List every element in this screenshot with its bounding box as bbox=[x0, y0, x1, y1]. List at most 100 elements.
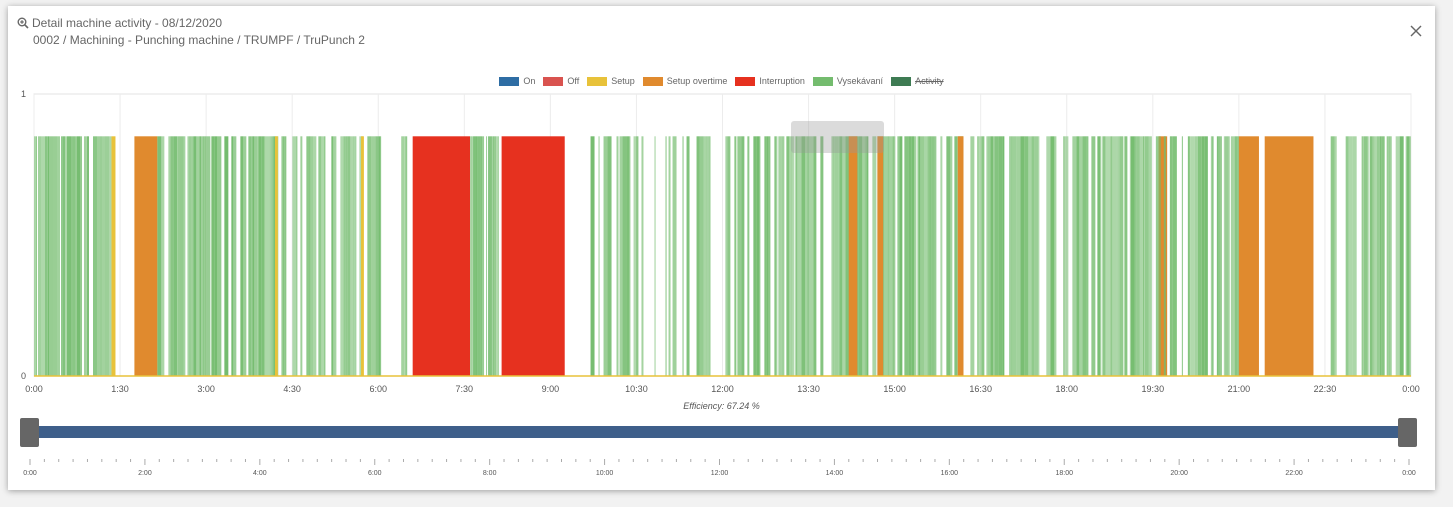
activity-bar bbox=[1216, 136, 1219, 376]
activity-bar bbox=[774, 136, 777, 376]
activity-bar bbox=[71, 136, 73, 376]
activity-bar bbox=[1223, 136, 1225, 376]
activity-bar bbox=[488, 136, 492, 376]
activity-bar bbox=[61, 136, 63, 376]
activity-bar bbox=[345, 136, 348, 376]
activity-bar bbox=[296, 136, 298, 376]
activity-bar bbox=[1374, 136, 1377, 376]
activity-bar bbox=[76, 136, 77, 376]
activity-bar bbox=[269, 136, 271, 376]
activity-bar bbox=[318, 136, 322, 376]
activity-bar bbox=[1009, 136, 1011, 376]
activity-bar bbox=[1076, 136, 1080, 376]
x-tick-label: 22:30 bbox=[1314, 384, 1337, 394]
activity-bar bbox=[1100, 136, 1102, 376]
activity-bar bbox=[1372, 136, 1375, 376]
legend-swatch bbox=[587, 76, 608, 86]
activity-bar bbox=[954, 136, 958, 376]
activity-bar bbox=[1110, 136, 1113, 376]
activity-bar bbox=[696, 136, 700, 376]
activity-bar bbox=[813, 136, 817, 376]
activity-bar bbox=[309, 136, 311, 376]
activity-bar bbox=[1210, 136, 1212, 376]
activity-bar bbox=[726, 136, 728, 376]
legend-item-on[interactable]: On bbox=[499, 76, 535, 86]
legend-item-vysek-van-[interactable]: Vysekávaní bbox=[812, 76, 883, 86]
activity-bar bbox=[321, 136, 325, 376]
activity-bar bbox=[1406, 136, 1410, 376]
activity-bar bbox=[703, 136, 706, 376]
range-slider-left-handle[interactable] bbox=[20, 418, 39, 447]
activity-bar bbox=[310, 136, 314, 376]
activity-bar bbox=[475, 136, 478, 376]
legend-swatch bbox=[543, 76, 564, 86]
activity-bar bbox=[191, 136, 193, 376]
activity-bar bbox=[192, 136, 194, 376]
activity-bar bbox=[284, 136, 287, 376]
range-slider-right-handle[interactable] bbox=[1398, 418, 1417, 447]
activity-bar bbox=[1055, 136, 1057, 376]
activity-bar bbox=[214, 136, 218, 376]
activity-bar bbox=[380, 136, 382, 376]
legend-item-interruption[interactable]: Interruption bbox=[735, 76, 805, 86]
activity-bar bbox=[480, 136, 483, 376]
activity-bar bbox=[708, 136, 711, 376]
navigator-tick-label: 10:00 bbox=[596, 470, 614, 477]
activity-bar bbox=[665, 136, 667, 376]
range-slider-track[interactable] bbox=[35, 426, 1409, 438]
x-tick-label: 21:00 bbox=[1228, 384, 1251, 394]
activity-bar bbox=[196, 136, 200, 376]
activity-bar bbox=[48, 136, 49, 376]
x-tick-label: 0:00 bbox=[1402, 384, 1420, 394]
legend-item-setup-overtime[interactable]: Setup overtime bbox=[642, 76, 728, 86]
activity-bar-setup-overtime bbox=[1238, 136, 1259, 376]
legend-swatch bbox=[499, 76, 520, 86]
legend-item-off[interactable]: Off bbox=[543, 76, 579, 86]
activity-bar bbox=[86, 136, 87, 376]
activity-bar-setup bbox=[361, 136, 364, 376]
legend-item-activity[interactable]: Activity bbox=[891, 76, 944, 86]
activity-bar bbox=[747, 136, 750, 376]
activity-bar bbox=[892, 136, 895, 376]
x-tick-label: 18:00 bbox=[1055, 384, 1078, 394]
activity-bar bbox=[616, 136, 618, 376]
activity-bar bbox=[908, 136, 912, 376]
activity-bar bbox=[1220, 136, 1222, 376]
activity-bar bbox=[734, 136, 737, 376]
activity-bar bbox=[470, 136, 472, 376]
close-icon[interactable] bbox=[1409, 24, 1423, 38]
activity-bar bbox=[1187, 136, 1190, 376]
activity-bar bbox=[1388, 136, 1391, 376]
activity-bar bbox=[1228, 136, 1230, 376]
activity-bar bbox=[265, 136, 270, 376]
activity-bar bbox=[161, 136, 165, 376]
activity-bar-group bbox=[725, 136, 1128, 376]
legend-label: Setup overtime bbox=[666, 76, 728, 86]
activity-bar bbox=[832, 136, 835, 376]
activity-bar bbox=[791, 136, 793, 376]
activity-bar bbox=[998, 136, 1003, 376]
activity-bar bbox=[795, 136, 798, 376]
legend-item-setup[interactable]: Setup bbox=[587, 76, 635, 86]
activity-bar bbox=[994, 136, 999, 376]
activity-bar bbox=[778, 136, 782, 376]
activity-bar bbox=[1352, 136, 1357, 376]
activity-bar bbox=[243, 136, 247, 376]
navigator-tick-label: 20:00 bbox=[1170, 470, 1188, 477]
activity-bar bbox=[806, 136, 810, 376]
activity-bar bbox=[97, 136, 100, 376]
activity-bar bbox=[472, 136, 474, 376]
activity-bar bbox=[87, 136, 89, 376]
activity-bar bbox=[47, 136, 48, 376]
detail-modal: Detail machine activity - 08/12/2020 000… bbox=[8, 6, 1435, 490]
activity-bar bbox=[170, 136, 174, 376]
activity-bar bbox=[258, 136, 262, 376]
activity-bar bbox=[498, 136, 499, 376]
x-tick-label: 0:00 bbox=[25, 384, 43, 394]
activity-bar bbox=[629, 136, 631, 376]
activity-bar bbox=[179, 136, 184, 376]
activity-bar bbox=[1112, 136, 1117, 376]
activity-bar bbox=[1134, 136, 1137, 376]
activity-bar bbox=[168, 136, 171, 376]
navigator-tick-label: 12:00 bbox=[711, 470, 729, 477]
